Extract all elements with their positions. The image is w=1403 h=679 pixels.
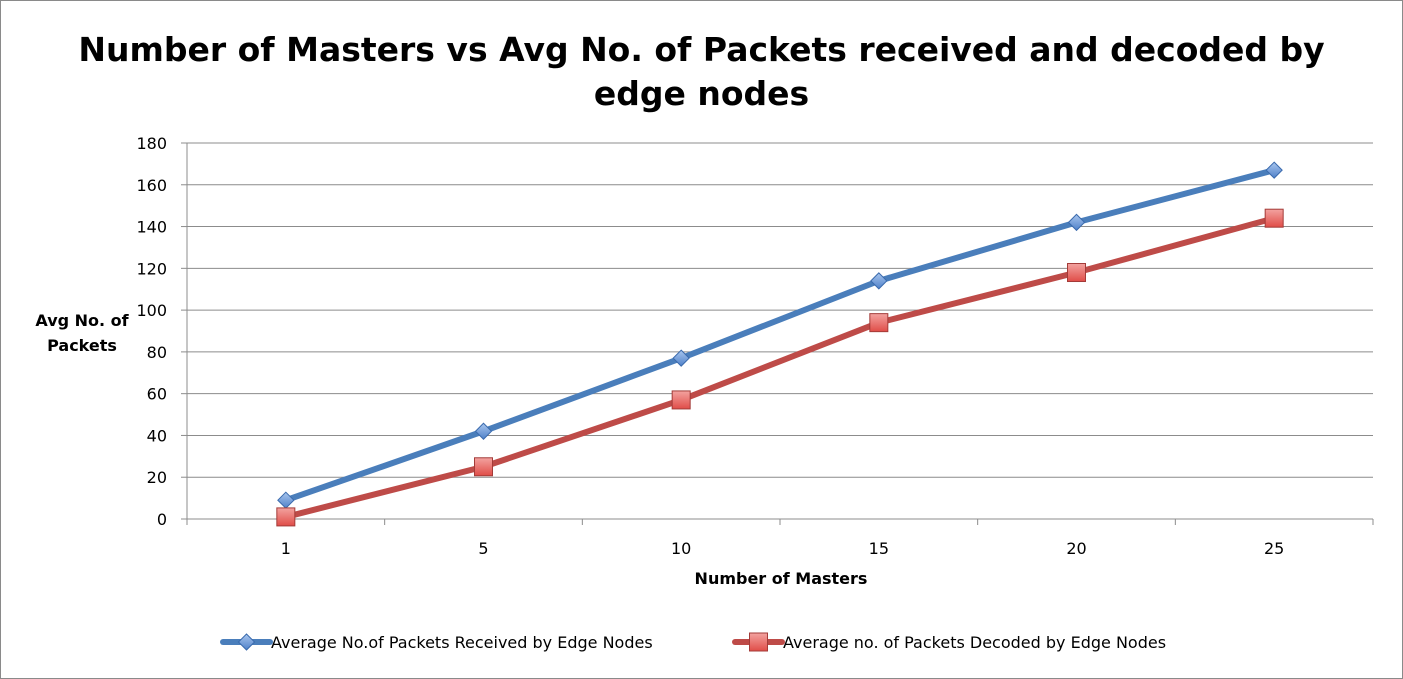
x-axis-title: Number of Masters <box>695 569 868 588</box>
y-tick-label-160: 160 <box>136 176 167 195</box>
legend-label-2: Average no. of Packets Decoded by Edge N… <box>783 633 1166 652</box>
legend-label-1: Average No.of Packets Received by Edge N… <box>271 633 653 652</box>
series-1-point-1 <box>277 491 295 509</box>
gridlines <box>187 142 1373 478</box>
series-line-2 <box>282 215 1278 520</box>
x-tick-label-20: 20 <box>1066 539 1086 558</box>
series-markers <box>276 161 1284 527</box>
series-line-1 <box>282 167 1278 504</box>
y-tick-label-40: 40 <box>147 426 167 445</box>
y-tick-label-60: 60 <box>147 385 167 404</box>
legend-swatch-marker-1 <box>237 633 256 651</box>
series-1-point-5 <box>474 422 493 440</box>
x-tick-label-10: 10 <box>671 539 691 558</box>
y-axis-title-line-2: Packets <box>47 336 117 355</box>
series-1-point-25 <box>1265 161 1283 179</box>
legend: Average No.of Packets Received by Edge N… <box>220 632 1166 652</box>
chart-title-line-1: Number of Masters vs Avg No. of Packets … <box>78 30 1325 69</box>
x-tick-label-1: 1 <box>281 539 291 558</box>
y-tick-labels: 0 20 40 60 80 100 120 140 160 180 <box>136 134 167 529</box>
x-tick-label-5: 5 <box>478 539 488 558</box>
y-tick-label-80: 80 <box>147 343 167 362</box>
series-lines <box>282 167 1278 520</box>
axes <box>181 142 1374 525</box>
series-1-point-15 <box>870 272 888 290</box>
y-axis-title-line-1: Avg No. of <box>35 311 129 330</box>
x-tick-label-15: 15 <box>869 539 889 558</box>
chart-title: Number of Masters vs Avg No. of Packets … <box>0 28 1403 116</box>
y-tick-label-140: 140 <box>136 218 167 237</box>
series-2-point-1 <box>276 507 296 527</box>
x-tick-labels: 1 5 10 15 20 25 <box>281 539 1285 558</box>
series-1-point-10 <box>672 349 690 367</box>
series-2-point-15 <box>869 313 889 333</box>
legend-swatch-marker-2 <box>749 632 768 652</box>
y-tick-label-180: 180 <box>136 134 167 153</box>
series-2-point-10 <box>671 390 691 410</box>
series-2-point-25 <box>1264 208 1284 228</box>
y-tick-label-100: 100 <box>136 301 167 320</box>
x-tick-label-25: 25 <box>1264 539 1284 558</box>
y-tick-label-0: 0 <box>157 510 167 529</box>
y-tick-label-120: 120 <box>136 259 167 278</box>
series-2-point-20 <box>1067 263 1086 283</box>
series-2-point-5 <box>474 457 493 477</box>
series-1-point-20 <box>1067 213 1086 232</box>
chart-title-line-2: edge nodes <box>593 74 810 113</box>
y-tick-label-20: 20 <box>147 468 167 487</box>
